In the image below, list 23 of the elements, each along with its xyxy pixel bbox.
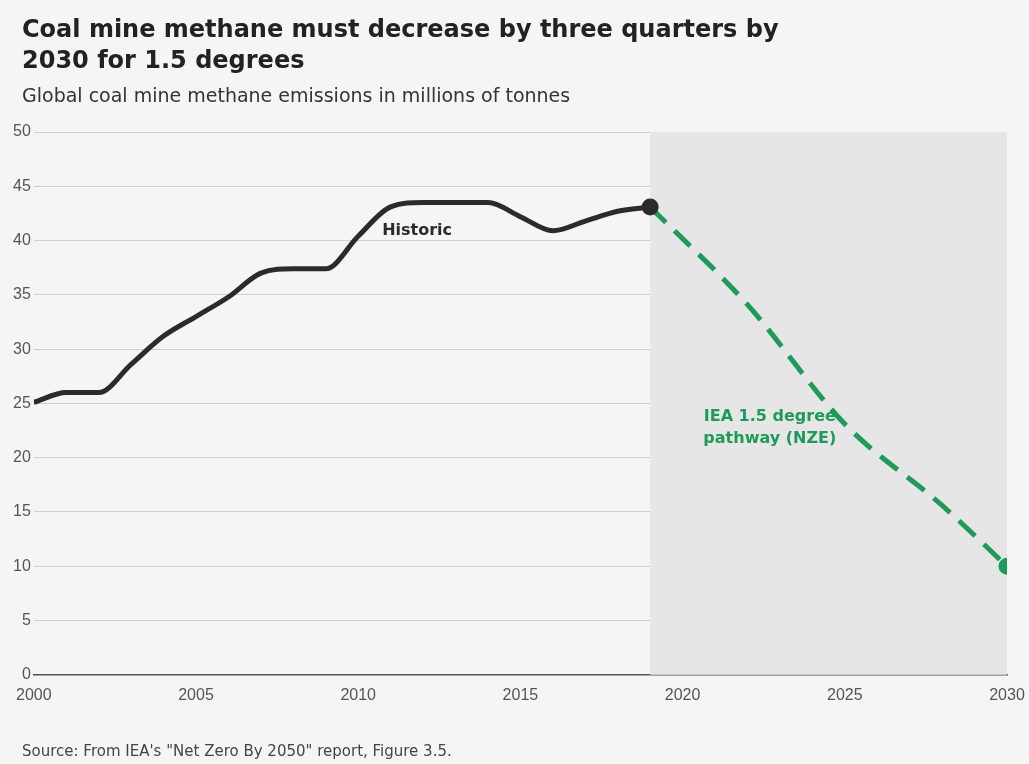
x-tick-label: 2000 — [16, 685, 52, 703]
y-tick-label: 15 — [13, 502, 31, 520]
y-tick-label: 45 — [13, 176, 31, 194]
y-tick-label: 40 — [13, 230, 31, 248]
source-note: Source: From IEA's "Net Zero By 2050" report, Figure 3.5. — [22, 742, 452, 760]
series-label: IEA 1.5 degree pathway (NZE) — [703, 406, 837, 448]
x-tick-label: 2020 — [664, 685, 701, 703]
series-label: Historic — [382, 219, 453, 239]
chart-subtitle: Global coal mine methane emissions in millions of tonnes — [22, 84, 571, 106]
x-tick-label: 2015 — [502, 685, 539, 703]
y-tick-label: 35 — [13, 285, 31, 303]
x-tick-label: 2030 — [989, 685, 1025, 703]
x-tick-label: 2025 — [827, 685, 863, 703]
x-tick-label: 2005 — [178, 685, 214, 703]
y-tick-label: 30 — [13, 339, 31, 357]
y-tick-label: 20 — [13, 448, 31, 466]
y-tick-label: 5 — [21, 610, 31, 628]
y-tick-label: 25 — [13, 393, 31, 411]
chart-title: Coal mine methane must decrease by three quarters by 2030 for 1.5 degrees — [22, 14, 780, 76]
x-tick-label: 2010 — [340, 685, 377, 703]
y-tick-label: 10 — [13, 556, 31, 574]
y-tick-label: 50 — [13, 122, 31, 140]
y-tick-label: 0 — [21, 665, 31, 683]
